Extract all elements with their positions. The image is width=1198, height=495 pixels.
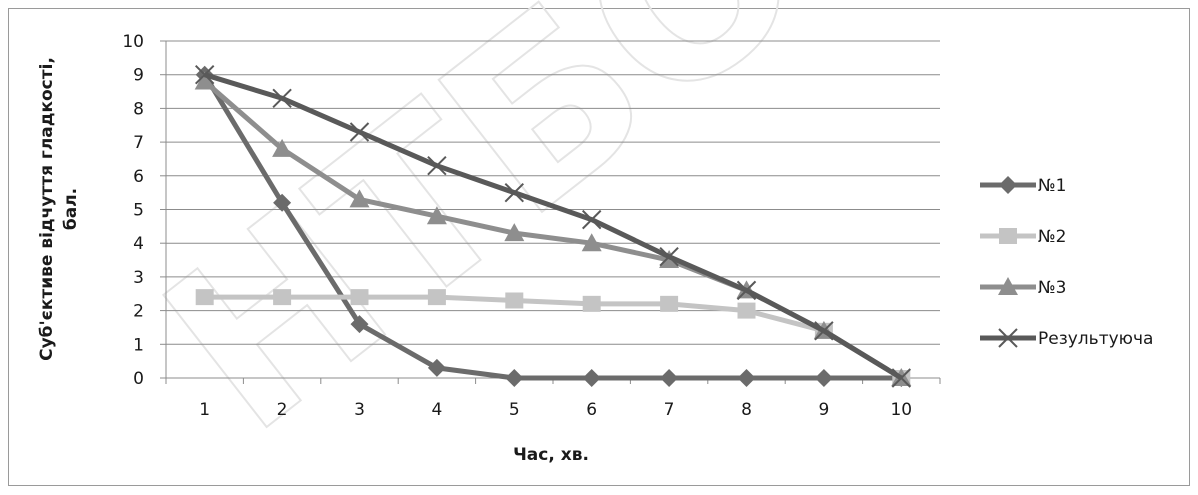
series-4-point-4 bbox=[427, 155, 447, 176]
series-4-point-3 bbox=[349, 122, 370, 142]
series-3-point-3 bbox=[349, 189, 370, 208]
series-1-point-5 bbox=[505, 369, 524, 387]
series-4-point-9 bbox=[814, 321, 834, 341]
legend-marker-4 bbox=[998, 328, 1018, 348]
x-tick-4: 4 bbox=[431, 400, 442, 420]
x-tick-7: 7 bbox=[664, 400, 675, 420]
x-marker-stroke bbox=[736, 280, 757, 301]
series-3-point-5 bbox=[504, 223, 525, 242]
x-marker-stroke bbox=[998, 328, 1018, 348]
legend-label-3: №3 bbox=[1038, 278, 1067, 298]
series-1-point-3 bbox=[350, 315, 369, 334]
x-tick-10: 10 bbox=[890, 400, 912, 420]
series-4-point-5 bbox=[504, 182, 525, 203]
series-2-point-1 bbox=[195, 289, 214, 306]
series-3-point-2 bbox=[272, 138, 293, 157]
series-2-point-2 bbox=[273, 289, 292, 306]
series-1-point-2 bbox=[273, 193, 292, 212]
x-tick-1: 1 bbox=[199, 400, 210, 420]
legend-marker-2 bbox=[999, 228, 1017, 244]
series-4-point-7 bbox=[659, 246, 679, 267]
series-1-point-6 bbox=[582, 369, 601, 387]
y-axis-title-line-2: бал. bbox=[61, 188, 81, 230]
series-group bbox=[194, 64, 912, 388]
legend-label-2: №2 bbox=[1038, 227, 1067, 247]
gridlines bbox=[166, 40, 940, 345]
legend: №1 №2 №3 Результуюча bbox=[980, 176, 1153, 349]
series-3-point-6 bbox=[581, 233, 602, 252]
x-tick-2: 2 bbox=[277, 400, 288, 420]
x-marker-stroke bbox=[814, 321, 834, 341]
x-tick-5: 5 bbox=[509, 400, 520, 420]
series-line-1 bbox=[202, 73, 902, 381]
series-2-point-3 bbox=[350, 289, 369, 306]
series-2-point-5 bbox=[505, 292, 524, 309]
series-2 bbox=[195, 289, 911, 386]
y-tick-labels: 0 1 2 3 4 5 6 7 8 9 10 bbox=[122, 32, 144, 389]
y-tick-4: 4 bbox=[133, 234, 144, 254]
series-4-point-8 bbox=[736, 280, 757, 301]
legend-item-3: №3 bbox=[980, 277, 1067, 298]
series-4 bbox=[194, 64, 912, 388]
x-marker-stroke bbox=[891, 368, 912, 388]
series-2-point-7 bbox=[660, 295, 679, 312]
x-tick-6: 6 bbox=[586, 400, 597, 420]
y-tick-8: 8 bbox=[133, 99, 144, 119]
legend-item-1: №1 bbox=[980, 176, 1067, 196]
y-tick-2: 2 bbox=[133, 302, 144, 322]
y-tick-10: 10 bbox=[122, 32, 144, 52]
legend-marker-1 bbox=[999, 176, 1017, 194]
series-line-2 bbox=[204, 294, 903, 381]
x-marker-stroke bbox=[194, 64, 215, 85]
x-tick-9: 9 bbox=[818, 400, 829, 420]
series-4-point-2 bbox=[272, 88, 292, 108]
legend-label-4: Результуюча bbox=[1038, 329, 1153, 349]
series-3-point-1 bbox=[194, 71, 215, 90]
series-1-point-7 bbox=[660, 369, 679, 387]
x-axis-title: Час, хв. bbox=[513, 445, 589, 465]
y-tick-6: 6 bbox=[133, 167, 144, 187]
legend-item-2: №2 bbox=[980, 227, 1067, 247]
series-3-point-4 bbox=[426, 206, 447, 225]
y-axis-title: Суб'єктиве відчуття гладкості, бал. bbox=[37, 57, 81, 361]
y-axis-title-line-1: Суб'єктиве відчуття гладкості, bbox=[37, 57, 57, 361]
series-4-point-6 bbox=[581, 209, 602, 230]
series-4-point-1 bbox=[194, 64, 215, 85]
series-1-point-8 bbox=[737, 369, 756, 387]
y-tick-7: 7 bbox=[133, 133, 144, 153]
series-2-point-6 bbox=[582, 295, 601, 312]
x-marker-stroke bbox=[349, 122, 370, 142]
series-2-point-8 bbox=[737, 302, 756, 319]
series-1-point-9 bbox=[814, 369, 833, 387]
series-4-point-10 bbox=[891, 368, 912, 388]
x-tick-3: 3 bbox=[354, 400, 365, 420]
series-1-point-4 bbox=[427, 358, 446, 377]
legend-item-4: Результуюча bbox=[980, 328, 1153, 349]
series-1 bbox=[195, 65, 911, 387]
x-tick-labels: 1 2 3 4 5 6 7 8 9 10 bbox=[199, 400, 912, 420]
y-tick-1: 1 bbox=[133, 335, 144, 355]
x-tick-8: 8 bbox=[741, 400, 752, 420]
x-marker-stroke bbox=[504, 182, 525, 203]
y-tick-0: 0 bbox=[133, 369, 144, 389]
x-marker-stroke bbox=[427, 155, 447, 176]
series-line-4 bbox=[203, 72, 903, 381]
series-2-point-4 bbox=[427, 289, 446, 306]
x-marker-stroke bbox=[272, 88, 292, 108]
x-marker-stroke bbox=[581, 209, 602, 230]
y-tick-9: 9 bbox=[133, 66, 144, 86]
x-marker-stroke bbox=[659, 246, 679, 267]
legend-marker-3 bbox=[998, 277, 1018, 295]
legend-label-1: №1 bbox=[1038, 176, 1067, 196]
y-tick-3: 3 bbox=[133, 268, 144, 288]
y-tick-5: 5 bbox=[133, 201, 144, 221]
